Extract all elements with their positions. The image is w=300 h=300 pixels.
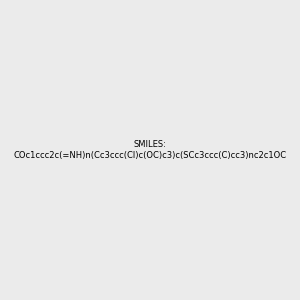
Text: SMILES:
COc1ccc2c(=NH)n(Cc3ccc(Cl)c(OC)c3)c(SCc3ccc(C)cc3)nc2c1OC: SMILES: COc1ccc2c(=NH)n(Cc3ccc(Cl)c(OC)c…: [14, 140, 286, 160]
